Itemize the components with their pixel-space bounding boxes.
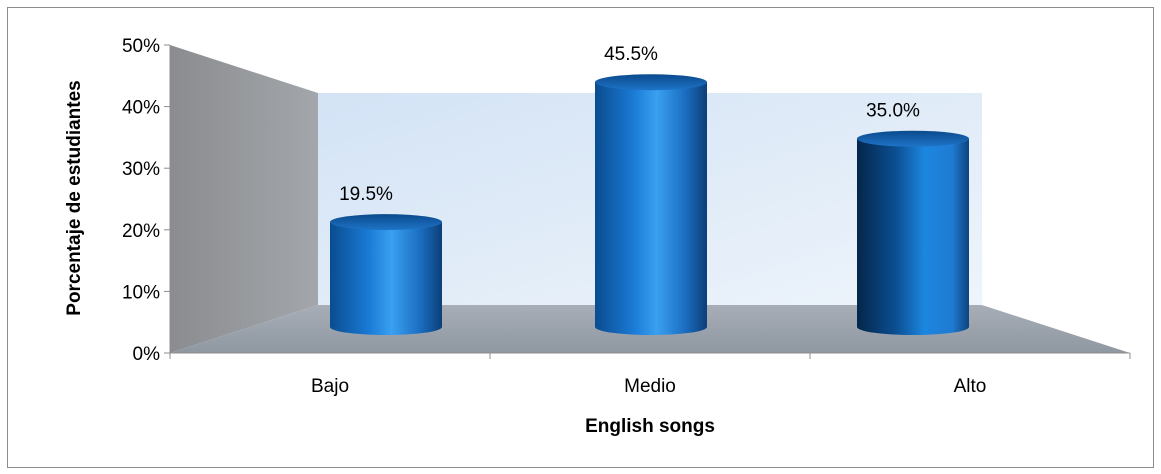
cylinder-bar	[330, 214, 442, 335]
cylinder-body	[330, 222, 442, 335]
data-label: 35.0%	[866, 101, 920, 122]
data-label: 19.5%	[339, 184, 393, 205]
x-axis-title: English songs	[585, 416, 715, 437]
cylinder-top	[330, 214, 442, 231]
data-labels: 19.5% 45.5% 35.0%	[339, 44, 920, 205]
y-tick-label: 0%	[133, 344, 161, 365]
x-tick-label: Medio	[624, 376, 676, 397]
cylinder-top	[595, 74, 707, 91]
x-tick-label: Alto	[954, 376, 987, 397]
side-wall	[170, 45, 318, 353]
y-tick-label: 50%	[122, 36, 160, 57]
axes	[169, 45, 1130, 354]
y-tick-label: 30%	[122, 159, 160, 180]
bars	[330, 74, 969, 336]
y-tick-label: 10%	[122, 282, 160, 303]
cylinder-bar	[595, 74, 707, 336]
y-tick-label: 20%	[122, 221, 160, 242]
y-ticks: 0% 10% 20% 30% 40% 50%	[122, 36, 170, 365]
y-tick-label: 40%	[122, 98, 160, 119]
cylinder-body	[595, 82, 707, 336]
cylinder-top	[857, 130, 969, 147]
x-tick-label: Bajo	[311, 376, 349, 397]
y-axis-title: Porcentaje de estudiantes	[64, 80, 85, 315]
x-ticks: Bajo Medio Alto	[169, 353, 1131, 397]
cylinder-bar	[857, 130, 969, 335]
data-label: 45.5%	[604, 44, 658, 65]
cylinder-body	[857, 138, 969, 335]
